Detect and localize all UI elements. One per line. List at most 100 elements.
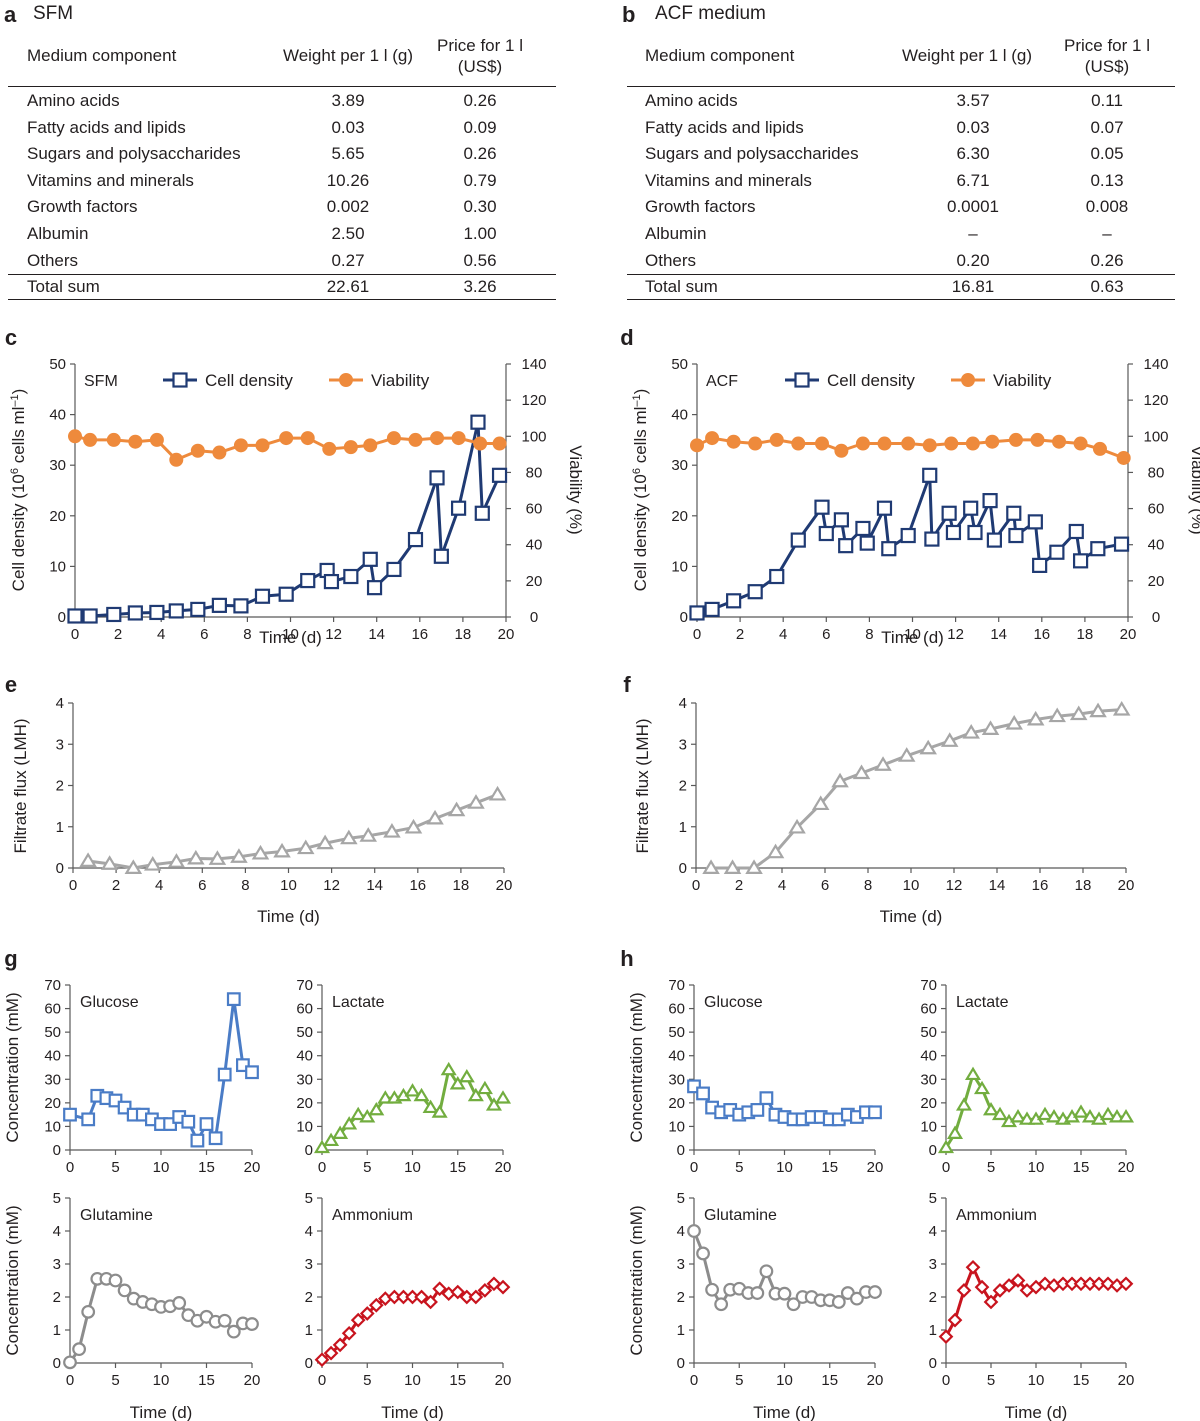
data-point-viability <box>83 432 98 447</box>
data-point-cell-density <box>470 414 486 430</box>
table-row-price: 0.11 <box>1091 91 1123 110</box>
data-point-ammonium <box>965 1259 981 1275</box>
y-tick-label: 3 <box>53 1256 61 1273</box>
y-tick-label: 40 <box>668 1048 685 1065</box>
data-point-flux <box>831 772 849 788</box>
data-point-glutamine <box>696 1246 710 1261</box>
data-point-lactate <box>413 1087 430 1102</box>
y-tick-label: 0 <box>929 1355 937 1372</box>
y-tick-label: 2 <box>53 1289 61 1306</box>
panel-d-label: ACF <box>706 373 738 390</box>
table-a-header-component: Medium component <box>27 46 177 65</box>
table-row-price: 0.07 <box>1090 117 1124 137</box>
data-point-cell-density <box>1032 557 1048 573</box>
table-row-component: Others <box>645 250 697 270</box>
x-tick-label: 8 <box>865 626 873 643</box>
y-tick-label: 4 <box>679 695 687 712</box>
x-tick-label: 4 <box>779 626 787 643</box>
data-point-cell-density <box>833 512 849 528</box>
data-point-viability <box>68 429 82 444</box>
data-point-lactate <box>973 1080 991 1095</box>
table-b-title: ACF medium <box>655 3 766 24</box>
data-point-cell-density <box>922 467 938 483</box>
data-point-cell-density <box>689 605 705 621</box>
data-point-viability <box>985 434 1000 449</box>
data-point-glucose <box>245 1065 259 1080</box>
data-point-ammonium <box>423 1294 438 1310</box>
data-point-lactate <box>332 1125 349 1139</box>
data-point-cell-density <box>818 525 834 542</box>
y-tick-label: 40 <box>671 407 688 424</box>
table-row-weight: 0.20 <box>956 250 990 270</box>
x-tick-label: 10 <box>153 1372 170 1389</box>
legend-marker-viability <box>961 373 975 387</box>
data-point-viability <box>212 445 227 460</box>
data-point-lactate <box>485 1097 502 1111</box>
data-point-lactate <box>1081 1109 1099 1123</box>
x-tick-label: 10 <box>282 626 299 643</box>
y-tick-label: 20 <box>671 508 688 525</box>
data-point-cell-density <box>704 601 720 618</box>
subpanel-label-glutamine: Glutamine <box>80 1207 153 1224</box>
table-b-total-rule <box>627 274 1175 275</box>
data-point-cell-density <box>924 531 940 547</box>
data-point-cell-density <box>814 499 830 515</box>
data-point-lactate <box>964 1066 982 1081</box>
data-point-viability <box>128 434 143 449</box>
data-point-cell-density <box>386 561 402 578</box>
data-point-viability <box>690 438 704 453</box>
x-tick-label: 5 <box>987 1159 995 1176</box>
data-point-cell-density <box>726 593 742 609</box>
x-tick-label: 14 <box>366 877 383 894</box>
table-row-component: Growth factors <box>27 197 138 217</box>
data-point-glutamine <box>63 1355 77 1370</box>
y-tick-label: 2 <box>929 1289 937 1306</box>
data-point-cell-density <box>855 520 871 537</box>
data-point-viability <box>965 436 980 451</box>
data-point-cell-density <box>491 467 508 483</box>
y-tick-label: 4 <box>677 1223 685 1240</box>
data-point-glucose <box>117 1100 132 1115</box>
table-row-weight: 2.50 <box>331 224 365 243</box>
legend-label-viability: Viability <box>371 371 430 390</box>
data-point-lactate <box>955 1097 973 1111</box>
y2-tick-label: 0 <box>530 609 538 626</box>
y-tick-label: 30 <box>44 1071 61 1088</box>
y-axis-title: Cell density (106 cells ml–1) <box>9 389 28 592</box>
data-point-glucose <box>226 992 241 1007</box>
y-tick-label: 5 <box>53 1190 61 1207</box>
data-point-lactate <box>313 1139 331 1154</box>
y2-tick-label: 60 <box>526 501 543 518</box>
table-row-weight: 3.89 <box>331 91 365 110</box>
table-row-price: 0.30 <box>463 197 497 217</box>
x-tick-label: 20 <box>867 1159 884 1176</box>
y-tick-label: 10 <box>44 1118 61 1135</box>
x-tick-label: 15 <box>821 1372 838 1389</box>
x-tick-label: 0 <box>318 1372 326 1389</box>
table-b-total-price: 0.63 <box>1090 277 1124 296</box>
y-tick-label: 4 <box>929 1223 937 1240</box>
data-point-glucose <box>759 1091 774 1106</box>
x-tick-label: 10 <box>903 877 920 894</box>
y2-tick-label: 140 <box>1143 356 1168 373</box>
data-point-lactate <box>341 1116 358 1130</box>
data-point-lactate <box>1117 1109 1135 1123</box>
y-tick-label: 3 <box>677 1256 685 1273</box>
x-tick-label: 16 <box>411 626 428 643</box>
table-row-component: Amino acids <box>27 91 120 110</box>
data-point-ammonium <box>432 1281 448 1297</box>
data-point-glucose <box>81 1112 96 1127</box>
y-tick-label: 60 <box>44 1001 61 1018</box>
subpanel-label-lactate: Lactate <box>956 994 1009 1011</box>
data-point-ammonium <box>368 1297 384 1313</box>
data-point-flux <box>1026 710 1045 726</box>
x-tick-label: 4 <box>155 877 163 894</box>
data-point-lactate <box>1099 1106 1117 1121</box>
y2-tick-label: 120 <box>1143 392 1168 409</box>
data-point-cell-density <box>790 532 806 548</box>
data-point-viability <box>814 436 829 451</box>
data-point-cell-density <box>982 493 998 509</box>
data-point-flux <box>316 834 334 850</box>
data-point-glutamine <box>759 1264 774 1279</box>
y-tick-label: 3 <box>929 1256 937 1273</box>
